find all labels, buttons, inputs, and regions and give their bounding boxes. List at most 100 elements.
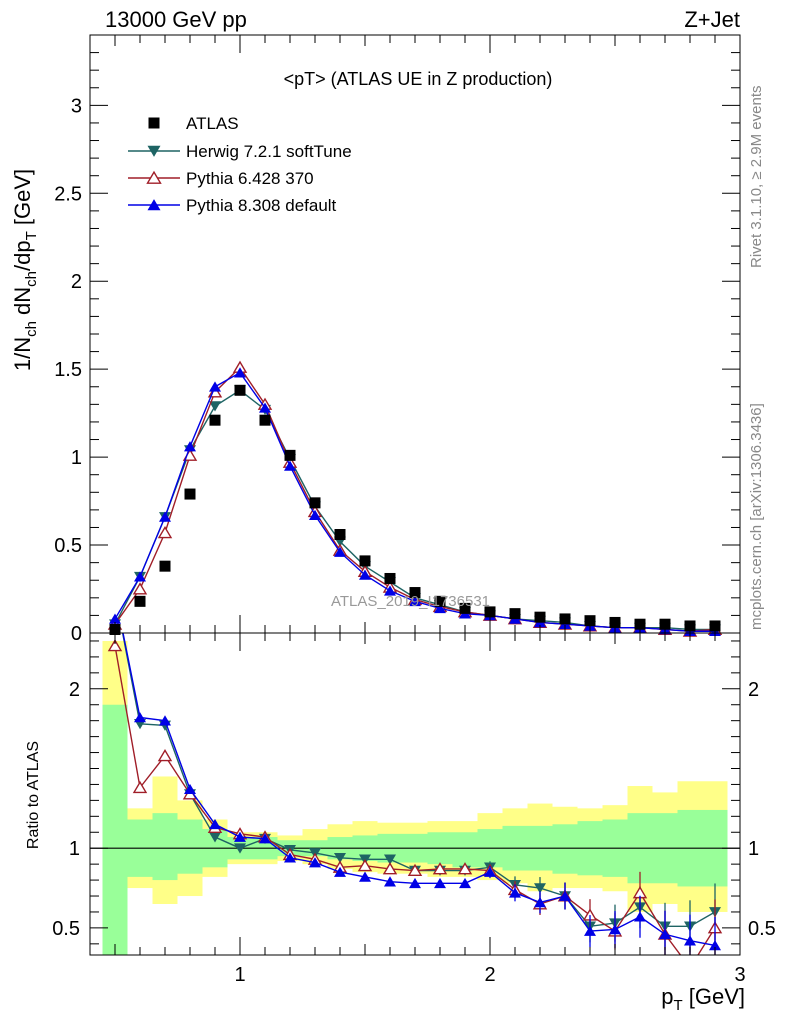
main-title: <pT> (ATLAS UE in Z production) [284,69,553,89]
ratio-point [259,833,271,844]
main-axes: 0 0.5 1 1.5 2 2.5 3 [54,35,741,645]
ratio-point [559,890,571,901]
y-label-part: /dp [10,240,35,271]
ratio-y-tick-label: 2 [69,679,80,701]
main-point [359,569,371,580]
main-point [334,529,346,541]
rivet-label: Rivet 3.1.10, ≥ 2.9M events [748,86,765,269]
x-label-part: p [661,984,673,1009]
y-tick-label: 0.5 [54,535,82,557]
ratio-point [434,877,446,889]
ratio-point [509,887,521,898]
y-tick-label: 2.5 [54,183,82,205]
ratio-point [134,712,146,723]
main-point [134,571,146,582]
main-point [132,582,148,595]
ratio-point [384,876,396,887]
y-tick-label: 1.5 [54,359,82,381]
ratio-series-group [107,633,723,955]
stat-band-green [177,819,203,874]
ratio-point [107,638,123,652]
ratio-marks [90,633,740,955]
main-point [484,606,496,618]
y-label-part: dN [10,287,35,321]
main-point [584,615,596,627]
x-axis-label: pT [GeV] [661,984,745,1014]
ratio-point [234,831,246,842]
ratio-series-line [122,633,716,947]
main-y-axis-label-text: 1/Nch dNch/dpT [GeV] [10,169,40,371]
ratio-point [634,911,646,922]
ratio-point [357,858,373,872]
ratio-point [459,877,471,889]
ratio-point [284,852,296,863]
x-tick-label: 2 [484,964,495,986]
main-point [409,595,421,607]
ratio-point [457,862,473,875]
ratio-point [709,940,721,951]
main-point [159,560,171,572]
ratio-point [382,862,398,875]
main-point [659,618,671,630]
x-label-part: T [673,997,682,1014]
ratio-axes: 0.5 0.5 1 1 2 2 1 2 3 [52,633,776,986]
ratio-point [384,854,396,865]
ratio-point [209,832,221,843]
main-point [259,414,271,426]
legend-label: Pythia 6.428 370 [186,169,314,188]
ratio-point [407,863,423,877]
legend-label: ATLAS [186,114,239,133]
y-label-part: T [23,231,40,240]
y-tick-label: 3 [71,95,82,117]
main-point [334,546,346,557]
ratio-point [132,780,148,794]
main-point [159,511,171,522]
main-point [184,441,196,452]
y-tick-label: 0 [71,623,82,645]
x-tick-label: 1 [234,964,245,986]
main-point [434,602,446,614]
ratio-point [659,928,671,940]
main-point [284,460,296,471]
ratio-point [584,925,596,936]
main-point [234,384,246,396]
main-point [234,367,246,378]
mcplots-label: mcplots.cern.ch [arXiv:1306.3436] [748,403,765,630]
ratio-point [157,748,173,762]
ratio-point [534,896,546,908]
ratio-point [609,924,621,935]
main-point [157,525,173,539]
ratio-point [209,818,221,830]
main-point [209,401,221,412]
ratio-point [334,852,346,864]
legend-label: Herwig 7.2.1 softTune [186,142,352,161]
ratio-point [359,871,371,882]
y-label-part: ch [23,321,40,337]
stat-band-green [102,704,128,955]
ratio-point [432,862,448,875]
ratio-point [684,935,696,946]
ratio-panel: 0.5 0.5 1 1 2 2 1 2 3 Ratio to ATLAS pT [GeV] [25,632,776,1014]
x-label-part: [GeV] [683,984,745,1009]
ratio-point [184,783,196,795]
main-point [209,381,221,392]
ratio-point [159,715,171,726]
process-label: Z+Jet [684,7,740,32]
x-axis-label-text: pT [GeV] [661,984,745,1014]
stat-band-green [552,824,578,874]
main-point [309,497,321,509]
legend-marker [148,117,160,129]
y-label-part: 1/N [10,337,35,371]
legend-marker [146,170,162,184]
energy-label: 13000 GeV pp [105,7,247,32]
main-point [384,585,396,596]
main-point [284,449,296,461]
x-tick-label: 3 [734,964,745,986]
main-point [534,611,546,623]
main-point [634,618,646,630]
stat-band-green [452,832,478,868]
y-tick-label: 1 [71,447,82,469]
legend-marker [147,199,161,211]
main-point [209,414,221,426]
